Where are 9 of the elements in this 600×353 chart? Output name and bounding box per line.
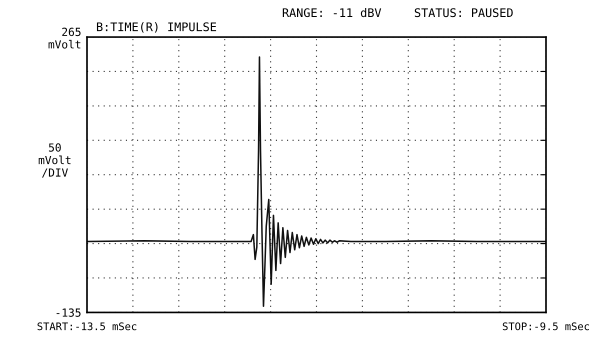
y-axis-title: 50 mVolt /DIV — [38, 143, 71, 178]
text: RANGE: -11 dBV — [282, 8, 382, 18]
y-tick-label: 265 mVolt — [48, 28, 81, 49]
text: STATUS: PAUSED — [414, 8, 513, 18]
chart-title: B:TIME(R) IMPULSE — [96, 22, 216, 33]
line-series — [87, 56, 546, 307]
x-tick-label: STOP:-9.5 mSec — [502, 322, 590, 330]
x-tick-label: START:-13.5 mSec — [38, 322, 136, 330]
y-tick-label: -135 — [56, 308, 81, 317]
